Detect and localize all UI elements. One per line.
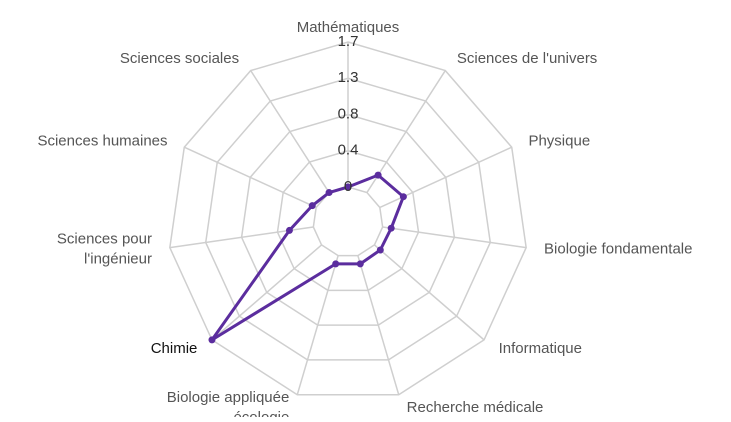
grid-ring xyxy=(276,149,420,292)
tick-label: 1.7 xyxy=(338,33,359,50)
tick-label: 0.4 xyxy=(338,142,359,159)
category-label: Informatique xyxy=(499,340,582,357)
data-point xyxy=(374,171,382,179)
grid-ring xyxy=(312,186,384,257)
data-point xyxy=(387,224,395,232)
series-line xyxy=(210,173,405,342)
category-label-line: Biologie appliquée xyxy=(167,389,290,406)
category-label-line: Informatique xyxy=(499,340,582,357)
data-point xyxy=(376,246,384,254)
tick-label: 1.3 xyxy=(338,69,359,86)
category-label-line: Sciences de l'univers xyxy=(457,50,597,67)
category-label: Recherche médicale xyxy=(407,399,544,416)
category-label: Sciences pour l'ingénieur xyxy=(57,231,152,268)
grid-ring xyxy=(204,77,492,361)
category-label-line: Sciences pour xyxy=(57,231,152,248)
category-label-line: Biologie fondamentale xyxy=(544,241,692,258)
data-point xyxy=(285,226,293,234)
category-label-line: Chimie xyxy=(151,340,198,357)
category-label-line: - écologie xyxy=(224,409,289,417)
category-label-line: Recherche médicale xyxy=(407,399,544,416)
category-label-line: Sciences sociales xyxy=(120,50,239,67)
data-point xyxy=(208,336,216,344)
data-point xyxy=(332,260,340,268)
grid-ring xyxy=(240,113,456,326)
tick-label: 0 xyxy=(344,178,352,195)
category-label-line: l'ingénieur xyxy=(84,251,152,268)
category-label: Physique xyxy=(528,132,590,149)
category-label: Mathématiques xyxy=(297,19,400,36)
data-point xyxy=(344,183,352,191)
data-point xyxy=(308,202,316,210)
category-label: Sciences sociales xyxy=(120,50,239,67)
tick-label: 0.8 xyxy=(338,105,359,122)
grid-ring xyxy=(169,41,527,396)
category-label-line: Sciences humaines xyxy=(37,132,167,149)
category-label-line: Mathématiques xyxy=(297,19,400,36)
data-point xyxy=(399,193,407,201)
category-label: Sciences de l'univers xyxy=(457,50,597,67)
category-label-line: Physique xyxy=(528,132,590,149)
category-label: Biologie fondamentale xyxy=(544,241,692,258)
category-label: Sciences humaines xyxy=(37,132,167,149)
category-label: Biologie appliquée - écologie xyxy=(167,389,290,417)
data-point xyxy=(356,260,364,268)
data-point xyxy=(325,189,333,197)
category-label: Chimie xyxy=(151,340,198,357)
